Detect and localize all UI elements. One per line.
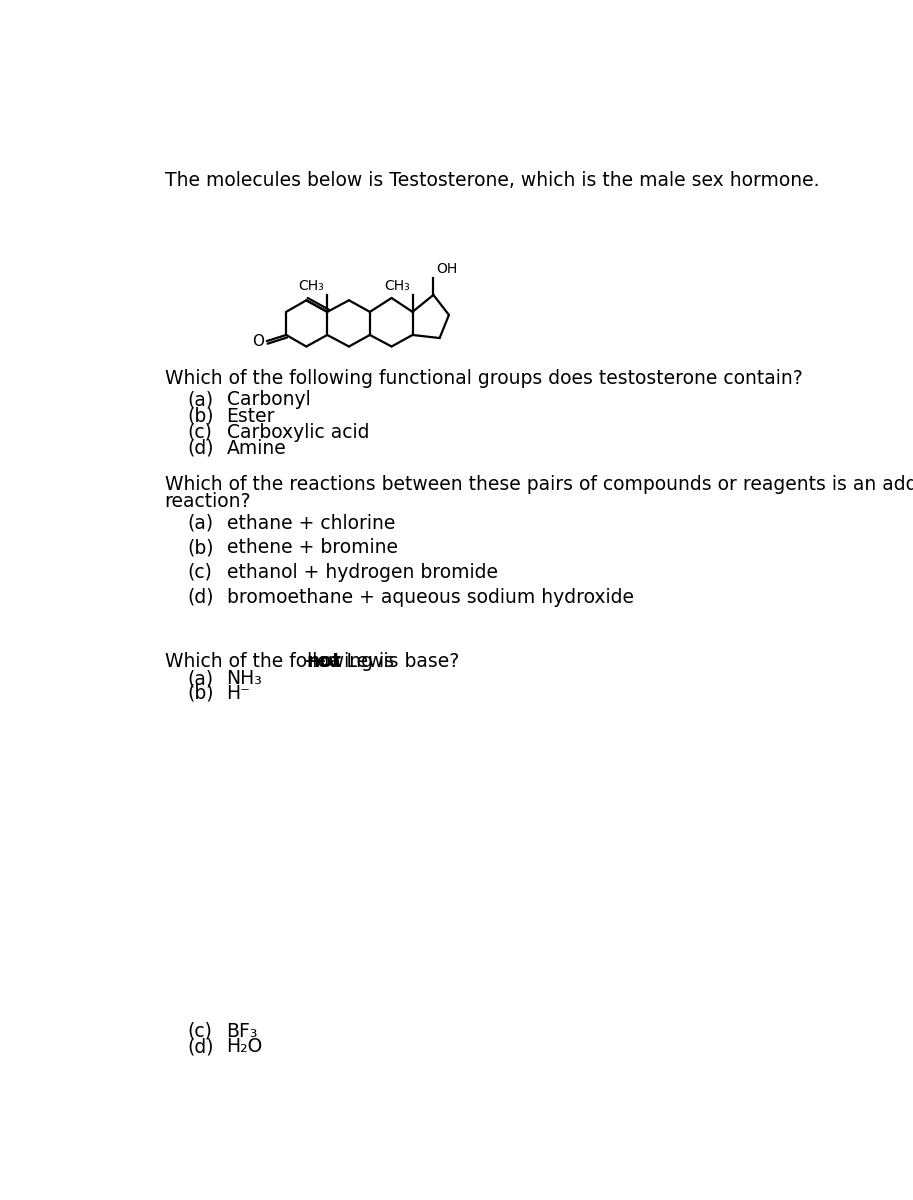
Text: H₂O: H₂O [226, 1037, 263, 1056]
Text: (a): (a) [188, 390, 214, 409]
Text: Which of the reactions between these pairs of compounds or reagents is an additi: Which of the reactions between these pai… [164, 475, 913, 494]
Text: CH₃: CH₃ [384, 280, 410, 293]
Text: Amine: Amine [226, 439, 287, 458]
Text: O: O [253, 334, 265, 349]
Text: ethene + bromine: ethene + bromine [226, 539, 397, 557]
Text: not: not [306, 653, 341, 671]
Text: CH₃: CH₃ [299, 280, 324, 293]
Text: OH: OH [436, 263, 457, 276]
Text: Ester: Ester [226, 407, 275, 426]
Text: Which of the following is: Which of the following is [164, 653, 400, 671]
Text: a Lewis base?: a Lewis base? [323, 653, 459, 671]
Text: NH₃: NH₃ [226, 670, 262, 688]
Text: (b): (b) [188, 407, 215, 426]
Text: (d): (d) [188, 588, 215, 606]
Text: H⁻: H⁻ [226, 684, 250, 703]
Text: The molecules below is Testosterone, which is the male sex hormone.: The molecules below is Testosterone, whi… [164, 170, 819, 190]
Text: (a): (a) [188, 514, 214, 533]
Text: reaction?: reaction? [164, 492, 251, 511]
Text: Which of the following functional groups does testosterone contain?: Which of the following functional groups… [164, 368, 803, 388]
Text: (c): (c) [188, 422, 213, 442]
Text: (c): (c) [188, 563, 213, 582]
Text: (b): (b) [188, 539, 215, 557]
Text: bromoethane + aqueous sodium hydroxide: bromoethane + aqueous sodium hydroxide [226, 588, 634, 606]
Text: (a): (a) [188, 670, 214, 688]
Text: Carbonyl: Carbonyl [226, 390, 310, 409]
Text: ethane + chlorine: ethane + chlorine [226, 514, 395, 533]
Text: ethanol + hydrogen bromide: ethanol + hydrogen bromide [226, 563, 498, 582]
Text: (d): (d) [188, 1037, 215, 1056]
Text: Carboxylic acid: Carboxylic acid [226, 422, 369, 442]
Text: (c): (c) [188, 1022, 213, 1040]
Text: (b): (b) [188, 684, 215, 703]
Text: (d): (d) [188, 439, 215, 458]
Text: BF₃: BF₃ [226, 1022, 258, 1040]
